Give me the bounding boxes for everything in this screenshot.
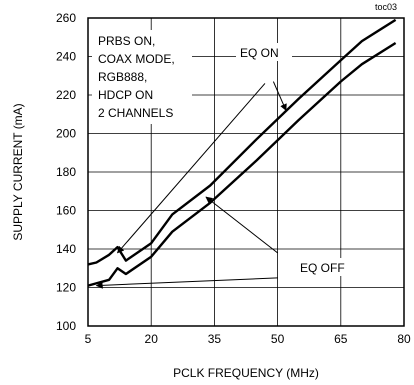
conditions-note-line-3: RGB888, bbox=[98, 70, 147, 84]
x-tick-label: 50 bbox=[271, 332, 285, 346]
x-axis-title: PCLK FREQUENCY (MHz) bbox=[173, 366, 319, 380]
figure-tag: toc03 bbox=[375, 2, 397, 12]
y-tick-label: 220 bbox=[56, 88, 76, 102]
conditions-note-line-1: PRBS ON, bbox=[98, 34, 155, 48]
conditions-note-line-5: 2 CHANNELS bbox=[98, 106, 173, 120]
conditions-note-line-4: HDCP ON bbox=[98, 88, 153, 102]
series-line-eq-on bbox=[87, 18, 397, 266]
eq-off-label: EQ OFF bbox=[300, 261, 345, 275]
annotation-arrows bbox=[95, 81, 287, 289]
conditions-box-bg bbox=[92, 30, 192, 124]
y-axis-title: SUPPLY CURRENT (mA) bbox=[11, 103, 25, 240]
x-tick-label: 20 bbox=[145, 332, 159, 346]
y-tick-label: 100 bbox=[56, 319, 76, 333]
y-tick-label: 140 bbox=[56, 242, 76, 256]
conditions-note-line-2: COAX MODE, bbox=[98, 52, 175, 66]
x-tick-label: 80 bbox=[397, 332, 411, 346]
arrow-eq-off-to-upper-curve bbox=[205, 196, 278, 254]
arrow-eq-on-to-upper-curve bbox=[272, 81, 287, 112]
eq-on-label-bg bbox=[236, 43, 292, 61]
y-tick-label: 240 bbox=[56, 50, 76, 64]
y-tick-label: 160 bbox=[56, 204, 76, 218]
arrow-eq-on-to-lower-curve bbox=[117, 83, 266, 254]
series-line-eq-off bbox=[87, 41, 397, 287]
x-tick-label: 65 bbox=[334, 332, 348, 346]
y-tick-label: 180 bbox=[56, 165, 76, 179]
y-tick-label: 260 bbox=[56, 11, 76, 25]
y-tick-label: 200 bbox=[56, 127, 76, 141]
series-group bbox=[87, 18, 397, 287]
arrow-eq-off-to-lower-curve bbox=[95, 277, 278, 289]
eq-on-label: EQ ON bbox=[240, 46, 279, 60]
x-tick-label: 5 bbox=[85, 332, 92, 346]
eq-off-label-bg bbox=[296, 258, 358, 276]
y-tick-label: 120 bbox=[56, 281, 76, 295]
x-tick-label: 35 bbox=[208, 332, 222, 346]
tick-labels: 5 20 35 50 65 80 100 120 140 160 180 200 220 240 260 bbox=[56, 11, 411, 346]
